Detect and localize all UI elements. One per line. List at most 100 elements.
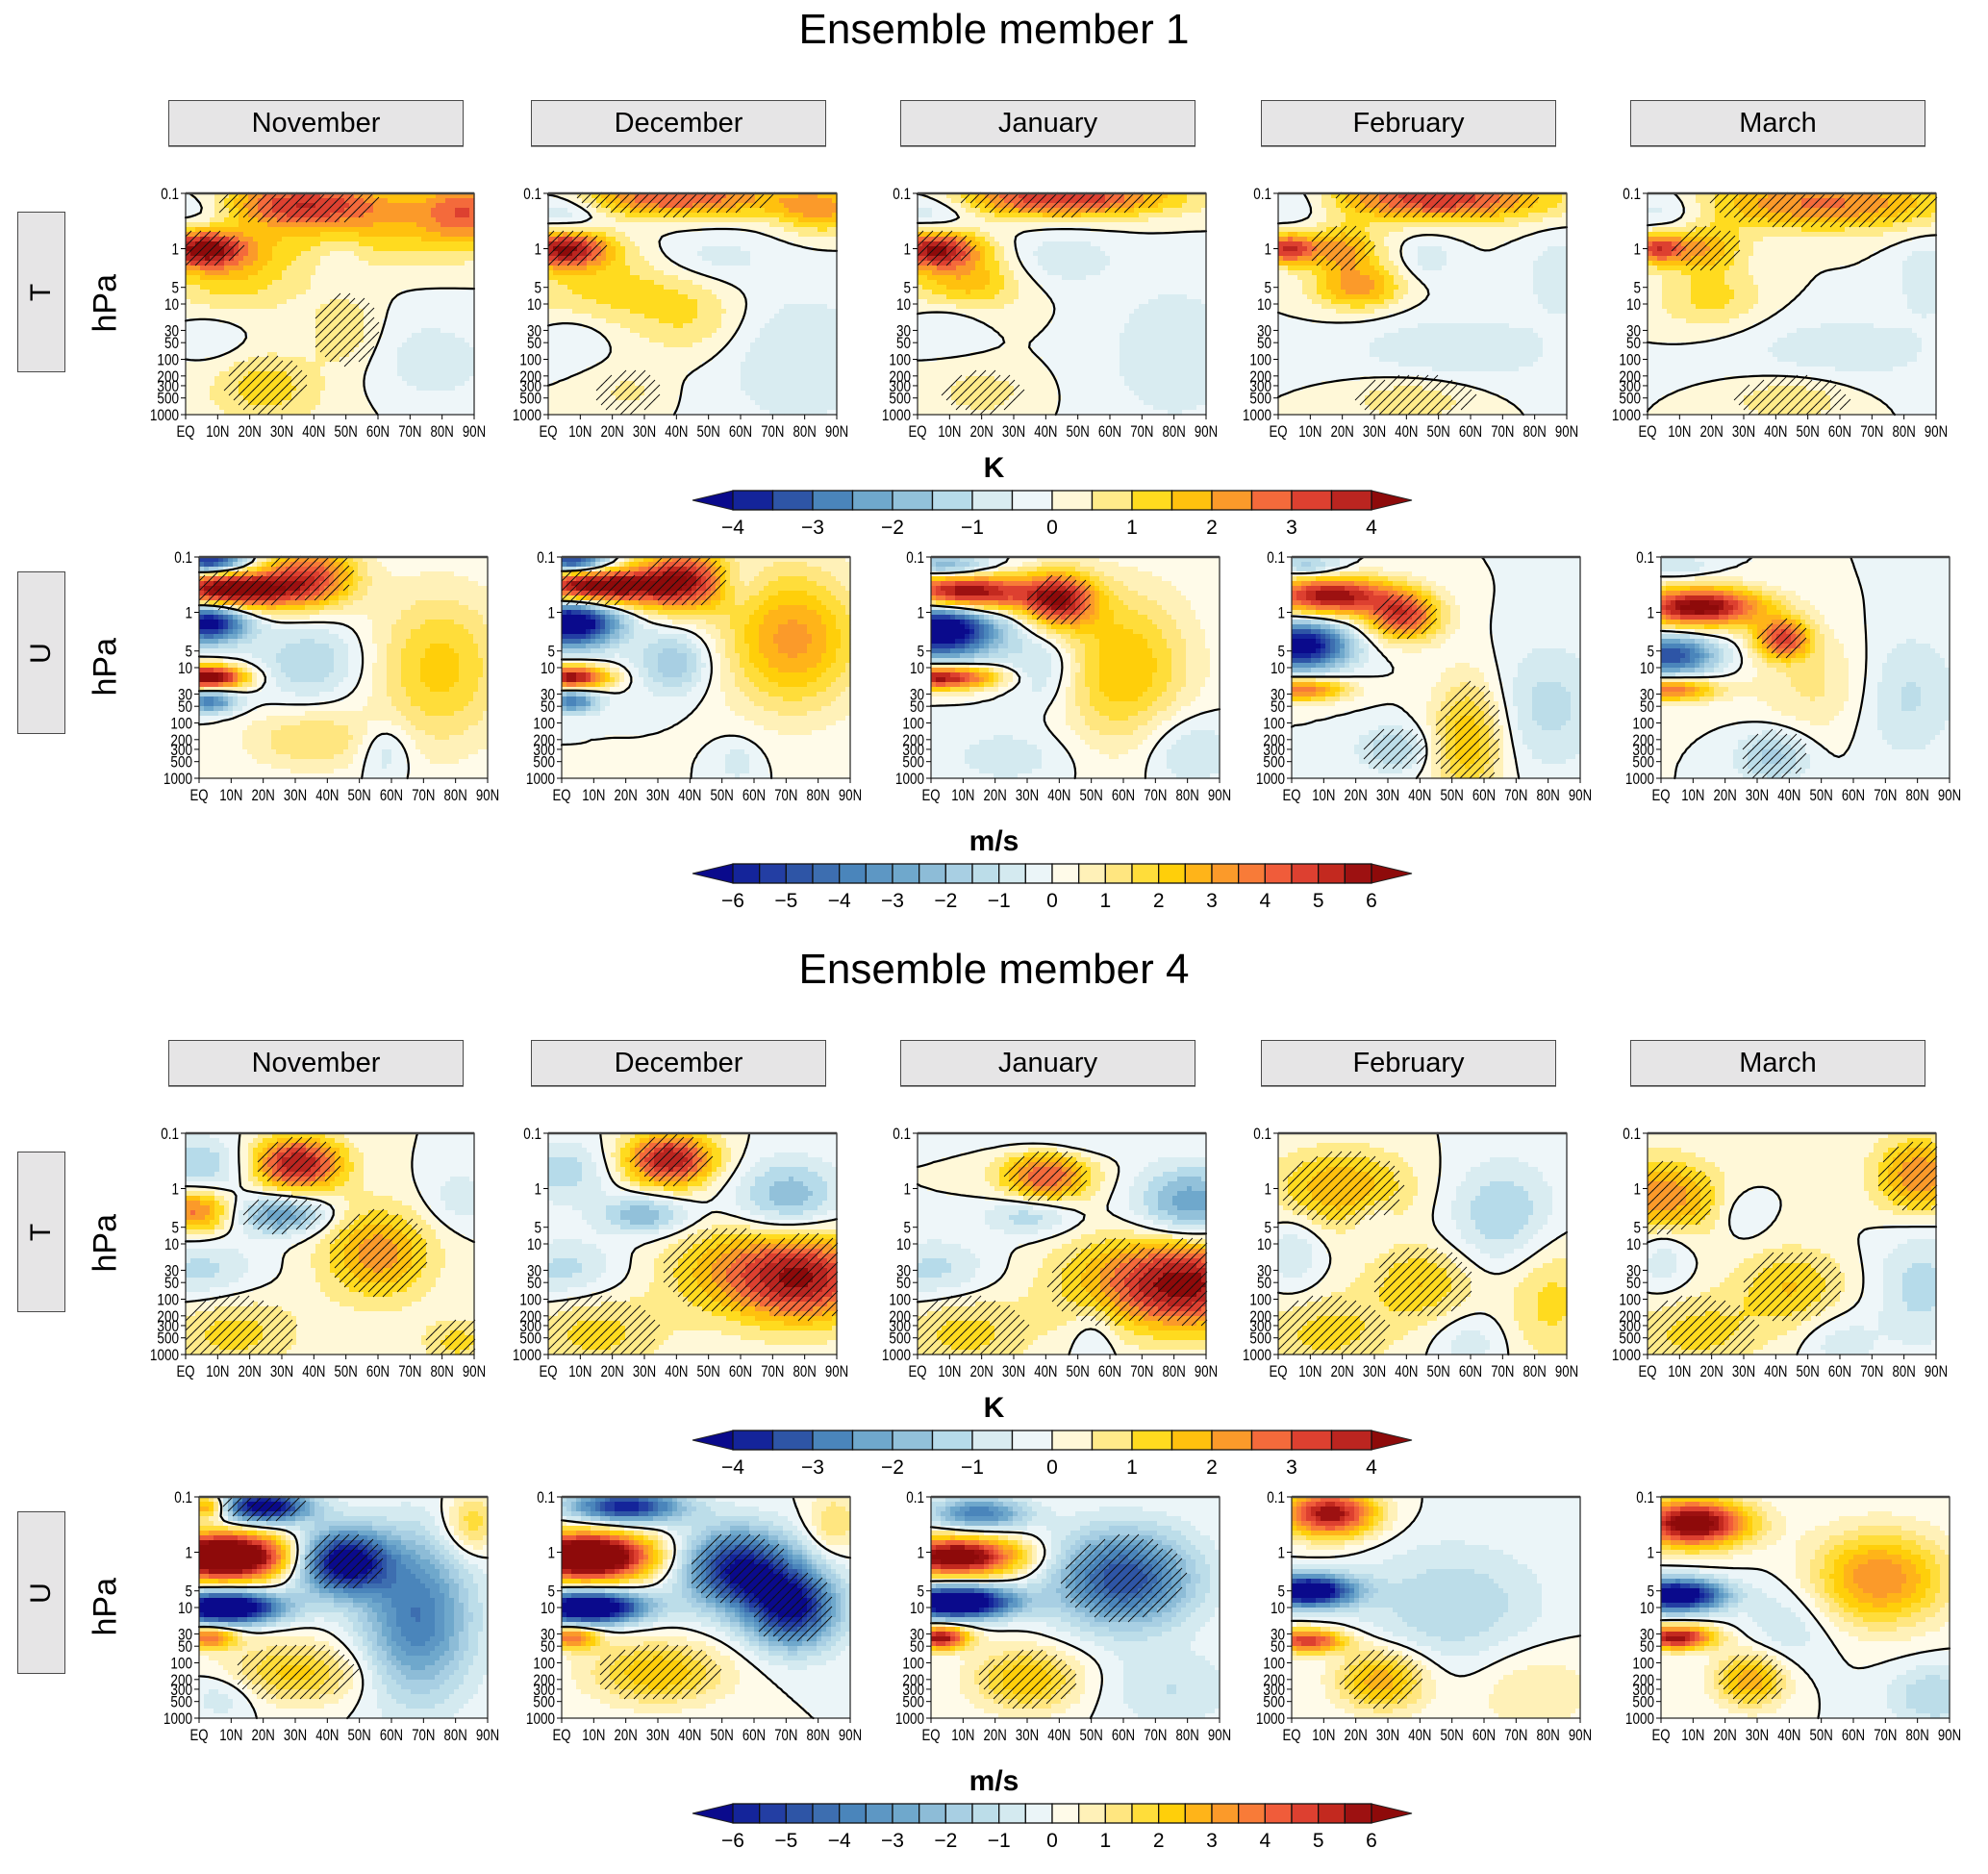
field-cell [200,371,206,377]
field-cell [769,280,775,286]
field-cell [827,318,833,324]
field-cell [784,198,790,204]
field-cell [335,285,340,291]
field-cell [388,318,393,324]
field-cell [601,227,607,233]
field-cell [407,381,413,387]
field-cell [611,304,617,310]
field-cell [465,309,470,315]
field-cell [388,270,393,276]
field-cell [354,285,360,291]
field-cell [359,261,365,266]
field-cell [200,290,206,295]
field-cell [340,395,345,401]
field-cell [344,395,350,401]
field-cell [611,318,617,324]
field-cell [755,338,761,343]
field-cell [673,256,679,262]
field-cell [311,246,316,252]
field-cell [378,381,384,387]
field-cell [620,309,626,315]
field-cell [224,227,230,233]
field-cell [383,299,389,305]
field-cell [287,227,292,233]
field-cell [383,371,389,377]
field-cell [431,342,437,348]
field-cell [808,213,814,218]
field-cell [440,391,446,396]
field-cell [731,222,737,228]
field-cell [258,318,264,324]
field-cell [460,280,466,286]
field-cell [750,241,756,247]
field-cell [234,290,239,295]
field-cell [745,256,751,262]
field-cell [282,237,288,242]
field-cell [460,318,466,324]
field-cell [392,314,398,319]
field-cell [692,217,698,223]
field-cell [455,299,461,305]
field-cell [702,213,708,218]
field-cell [649,328,655,334]
field-cell [683,323,689,329]
field-cell [291,347,297,353]
field-cell [450,222,456,228]
field-cell [186,362,191,367]
field-cell [673,290,679,295]
field-cell [407,198,413,204]
field-cell [793,237,799,242]
field-cell [282,342,288,348]
field-cell [769,275,775,281]
field-cell [272,342,278,348]
field-cell [460,294,466,300]
field-cell [287,270,292,276]
field-cell [315,304,321,310]
field-cell [572,338,578,343]
field-cell [335,266,340,271]
field-cell [301,352,307,358]
field-cell [224,367,230,372]
field-cell [644,270,650,276]
field-cell [243,342,249,348]
field-cell [455,270,461,276]
field-cell [678,314,684,319]
field-cell [765,323,770,329]
field-cell [311,222,316,228]
field-cell [190,342,196,348]
field-cell [325,275,331,281]
field-cell [282,318,288,324]
field-cell [688,299,693,305]
field-cell [697,304,703,310]
field-cell [789,290,794,295]
field-cell [426,338,432,343]
field-cell [436,232,441,238]
field-cell [567,285,573,291]
field-cell [625,251,631,257]
field-cell [219,381,225,387]
field-cell [421,391,427,396]
field-cell [378,213,384,218]
field-cell [402,323,408,329]
field-cell [736,213,742,218]
field-cell [383,246,389,252]
field-cell [649,251,655,257]
field-cell [277,323,283,329]
field-cell [784,222,790,228]
field-cell [717,304,722,310]
field-cell [726,323,732,329]
field-cell [591,338,597,343]
field-cell [378,314,384,319]
field-cell [702,314,708,319]
field-cell [601,290,607,295]
field-cell [258,227,264,233]
field-cell [692,232,698,238]
field-cell [827,275,833,281]
field-cell [421,198,427,204]
field-cell [311,232,316,238]
field-cell [378,208,384,214]
field-cell [664,241,669,247]
field-cell [272,222,278,228]
field-cell [354,270,360,276]
x-tick-label: 60N [366,423,390,442]
